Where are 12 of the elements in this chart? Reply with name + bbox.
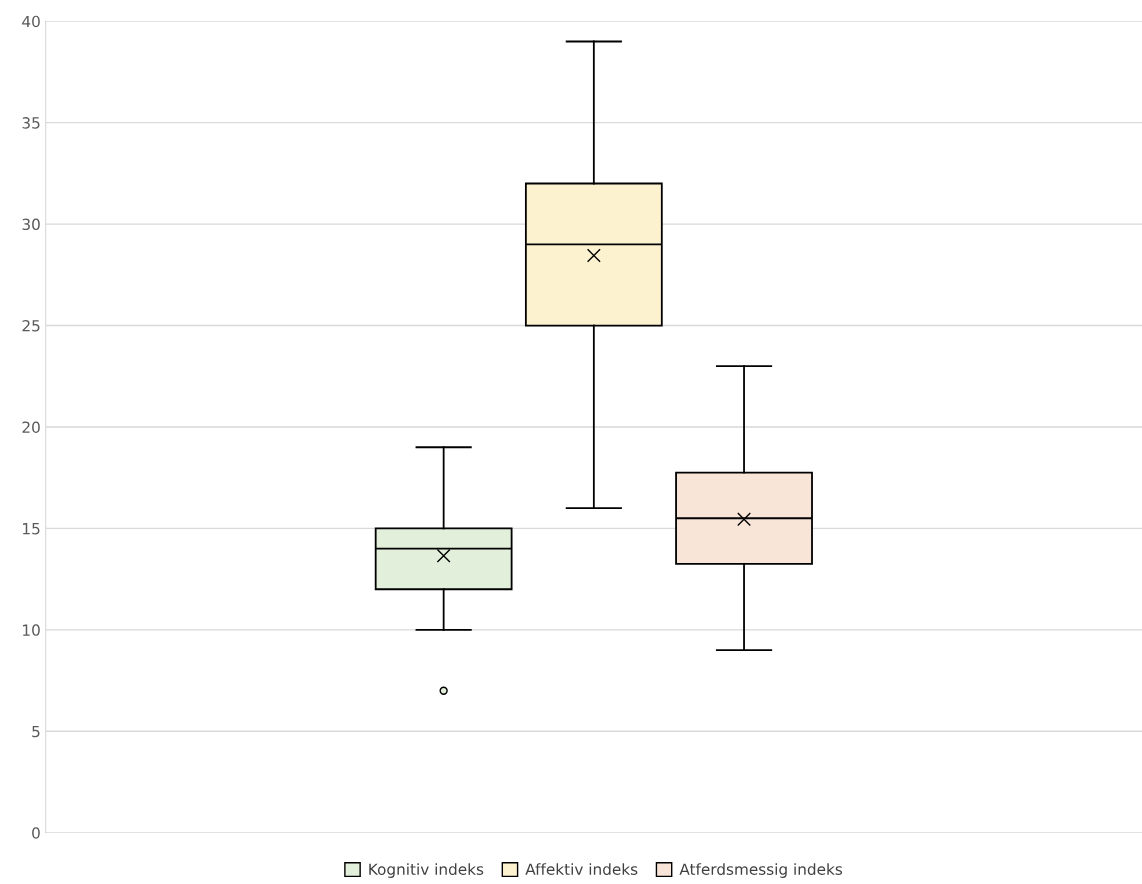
y-tick-label: 20 xyxy=(22,421,40,433)
y-tick-label: 5 xyxy=(32,725,40,738)
y-tick-label: 25 xyxy=(22,320,40,332)
legend-label: Kognitiv indeks xyxy=(369,863,484,878)
y-tick-label: 15 xyxy=(23,523,40,535)
y-tick-label: 0 xyxy=(32,827,40,839)
y-tick-label: 35 xyxy=(22,117,40,129)
legend-label: Affektiv indeks xyxy=(525,863,638,875)
legend-label: Atferdsmessig indeks xyxy=(679,863,843,878)
y-tick-label: 40 xyxy=(22,15,40,28)
y-tick-label: 30 xyxy=(22,218,40,231)
y-tick-label: 10 xyxy=(23,624,40,636)
